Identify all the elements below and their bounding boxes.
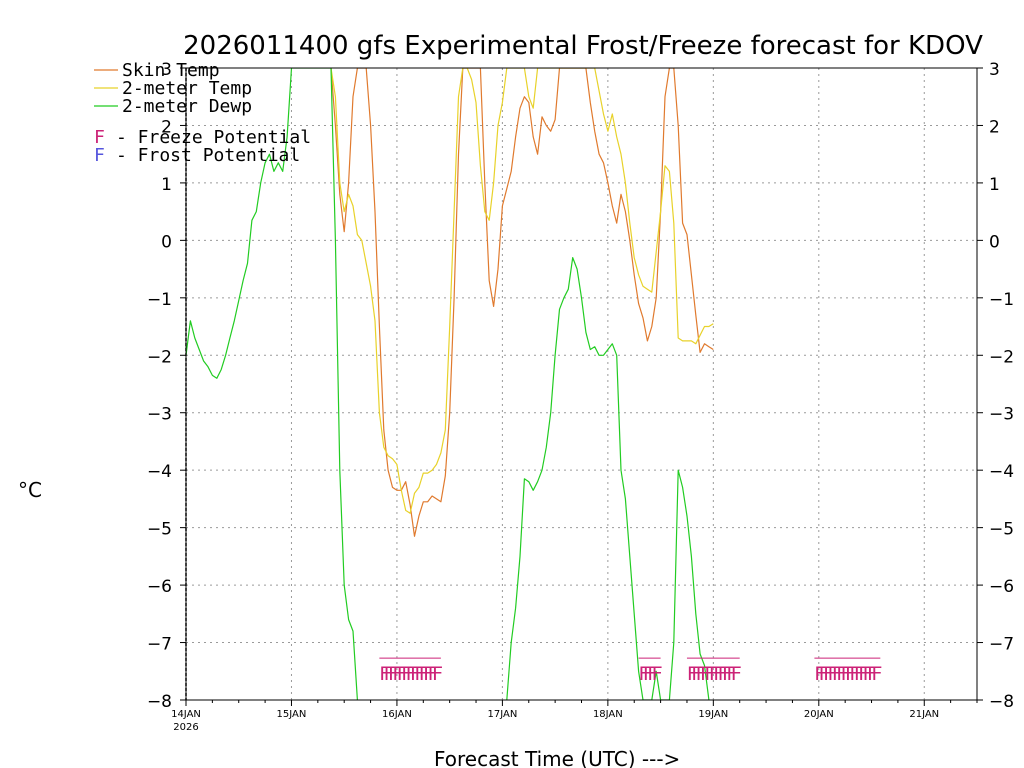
series-line-2-meter-temp [330,68,714,514]
freeze-potential-marker: F [727,663,738,685]
y-tick-label-right: −8 [989,692,1014,712]
y-tick-label-left: 1 [161,175,172,195]
freeze-potential-marker: F [872,663,883,685]
freeze-potential-marker: F [419,663,430,685]
freeze-potential-marker: F [401,663,412,685]
freeze-potential-marker: F [428,663,439,685]
freeze-potential-marker: F [823,663,834,685]
potential-legend-symbol: F [94,145,105,166]
y-tick-label-left: −4 [147,462,172,482]
y-tick-label-right: 3 [989,60,1000,80]
freeze-potential-marker: F [709,663,720,685]
legend-label: 2-meter Temp [122,78,252,99]
y-tick-label-left: 2 [161,117,172,137]
freeze-potential-marker: F [652,663,663,685]
freeze-potential-marker: F [845,663,856,685]
plot-frame [185,67,978,701]
freeze-potential-marker: F [410,663,421,685]
x-tick-label: 16JAN [382,709,412,720]
y-tick-label-right: −5 [989,520,1014,540]
x-tick-label: 19JAN [698,709,728,720]
freeze-potential-marker: F [858,663,869,685]
freeze-potential-marker: F [647,663,658,685]
freeze-potential-marker: F [415,663,426,685]
potential-legend-label: - Freeze Potential [116,127,311,148]
freeze-potential-marker: F [379,663,390,685]
series-line-2-meter-dewp [186,68,710,700]
freeze-potential-marker: F [406,663,417,685]
right-y-axis: 3 2 1 0 −1 −2 −3 −4 −5 −6 −7 −8 [977,60,1014,712]
y-tick-label-left: 3 [161,60,172,80]
y-tick-label-right: −1 [989,290,1014,310]
freeze-potential-marker: F [731,663,742,685]
freeze-potential-marker: F [696,663,707,685]
freeze-potential-marker: F [814,663,825,685]
series-line-skin-temp [330,68,714,537]
x-axis-label: Forecast Time (UTC) ---> [434,747,680,768]
y-tick-label-right: −3 [989,405,1014,425]
freeze-potential-marker: F [718,663,729,685]
freeze-potential-marker: F [432,663,443,685]
y-tick-label-right: −6 [989,577,1014,597]
y-tick-label-right: −4 [989,462,1014,482]
freeze-potential-marker: F [867,663,878,685]
y-axis-label: °C [18,478,42,502]
x-tick-sublabel: 2026 [173,722,198,733]
data-series [186,68,714,700]
freeze-potential-marker: F [841,663,852,685]
chart-title: 2026011400 gfs Experimental Frost/Freeze… [183,31,983,61]
y-tick-label-left: 0 [161,232,172,252]
y-tick-label-left: −5 [147,520,172,540]
freeze-potential-marker: F [397,663,408,685]
y-tick-label-left: −3 [147,405,172,425]
y-tick-label-left: −1 [147,290,172,310]
y-tick-label-right: −2 [989,347,1014,367]
freeze-potential-marker: F [639,663,650,685]
freeze-potential-marker: F [700,663,711,685]
x-tick-label: 17JAN [487,709,517,720]
y-tick-label-right: 0 [989,232,1000,252]
y-tick-label-left: −8 [147,692,172,712]
y-tick-label-right: 1 [989,175,1000,195]
freeze-potential-marker: F [854,663,865,685]
freeze-potential-marker: F [388,663,399,685]
potential-legend-label: - Frost Potential [116,145,300,166]
freeze-potential-marker: F [687,663,698,685]
freeze-potential-marker: F [722,663,733,685]
legend-label: Skin Temp [122,60,220,81]
x-tick-label: 20JAN [804,709,834,720]
x-tick-label: 21JAN [909,709,939,720]
freeze-potential-marker: F [705,663,716,685]
x-tick-label: 14JAN [171,709,201,720]
y-tick-label-left: −2 [147,347,172,367]
y-tick-label-right: −7 [989,635,1014,655]
left-y-axis: 3 2 1 0 −1 −2 −3 −4 −5 −6 −7 −8 [147,60,186,712]
y-tick-label-left: −6 [147,577,172,597]
freeze-potential-marker: F [691,663,702,685]
potential-legend-symbol: F [94,127,105,148]
legend-label: 2-meter Dewp [122,96,252,117]
freeze-potential-marker: F [819,663,830,685]
freeze-potential-marker: F [863,663,874,685]
y-tick-label-right: 2 [989,117,1000,137]
x-tick-label: 18JAN [593,709,623,720]
y-tick-label-left: −7 [147,635,172,655]
freeze-potential-marker: F [850,663,861,685]
freeze-potential-marker: F [423,663,434,685]
freeze-potential-marker: F [643,663,654,685]
x-axis: 14JAN 2026 15JAN 16JAN 17JAN 18JAN 19JAN 20JAN 2… [171,700,978,733]
freeze-potential-marker: F [832,663,843,685]
freeze-potential-marker: F [713,663,724,685]
freeze-potential-marker: F [384,663,395,685]
x-tick-label: 15JAN [277,709,307,720]
grid-lines [185,68,977,700]
freeze-potential-marker: F [836,663,847,685]
freeze-potential-marker: F [828,663,839,685]
freeze-potential-marker: F [393,663,404,685]
